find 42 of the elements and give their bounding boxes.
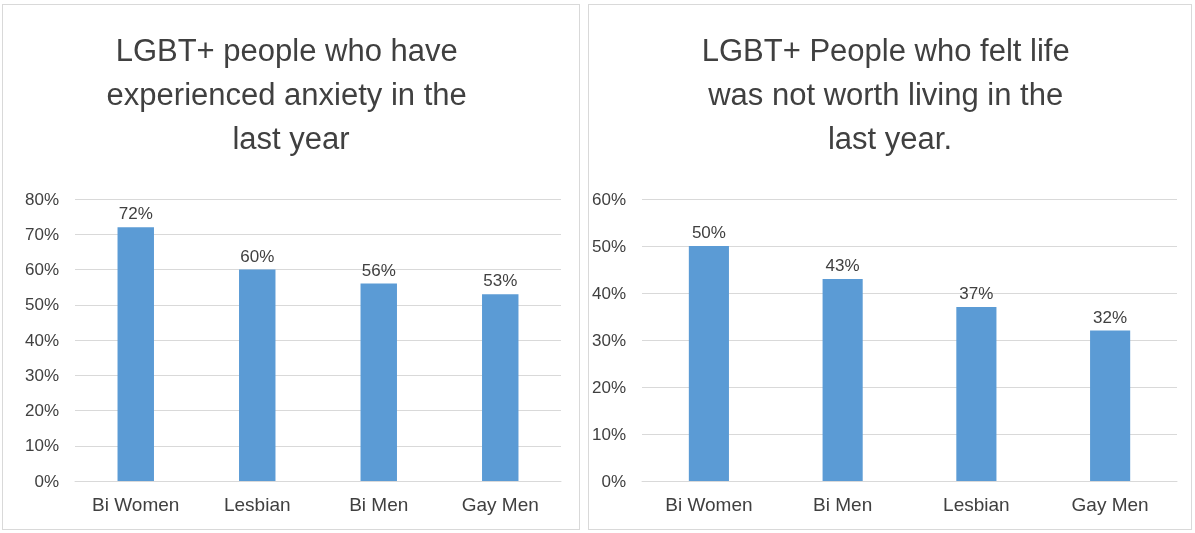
- x-tick-label: Lesbian: [223, 494, 291, 515]
- data-label: 32%: [1093, 307, 1128, 327]
- y-tick-label: 10%: [24, 436, 59, 456]
- chart-title: LGBT+ people who have experienced anxiety in the last year: [106, 32, 476, 156]
- bar: [360, 283, 397, 481]
- bar: [688, 246, 729, 481]
- bar: [822, 278, 863, 481]
- x-tick-label: Gay Men: [1071, 494, 1149, 515]
- x-tick-label: Bi Women: [92, 494, 180, 515]
- y-tick-label: 20%: [591, 377, 627, 397]
- data-label: 60%: [240, 246, 275, 266]
- data-label: 43%: [825, 255, 860, 275]
- y-tick-label: 30%: [591, 330, 627, 350]
- y-tick-label: 50%: [24, 295, 59, 315]
- x-tick-label: Bi Men: [349, 494, 409, 515]
- y-tick-label: 50%: [591, 236, 627, 256]
- x-tick-label: Lesbian: [943, 494, 1010, 515]
- y-tick-label: 40%: [591, 283, 627, 303]
- y-tick-label: 30%: [24, 365, 59, 385]
- x-tick-label: Bi Men: [813, 494, 873, 515]
- y-tick-label: 20%: [24, 401, 59, 420]
- bar: [1090, 330, 1131, 481]
- data-label: 37%: [959, 284, 994, 304]
- data-label: 72%: [118, 204, 153, 224]
- data-label: 50%: [691, 223, 726, 242]
- y-tick-label: 80%: [24, 189, 59, 209]
- x-tick-label: Gay Men: [461, 494, 539, 515]
- y-tick-label: 0%: [601, 471, 627, 491]
- bar: [239, 269, 276, 481]
- y-tick-label: 60%: [591, 189, 627, 209]
- y-tick-label: 60%: [24, 260, 59, 279]
- y-tick-label: 0%: [34, 471, 59, 491]
- chart-title: LGBT+ People who felt life was not worth living in the last year.: [701, 32, 1079, 156]
- x-tick-label: Bi Women: [665, 494, 753, 515]
- bar: [482, 294, 519, 481]
- y-tick-label: 10%: [591, 424, 627, 444]
- bar: [956, 307, 997, 481]
- y-tick-label: 70%: [24, 224, 59, 244]
- data-label: 56%: [361, 260, 396, 280]
- data-label: 53%: [483, 271, 518, 291]
- bar: [117, 227, 154, 481]
- y-tick-label: 40%: [24, 330, 59, 350]
